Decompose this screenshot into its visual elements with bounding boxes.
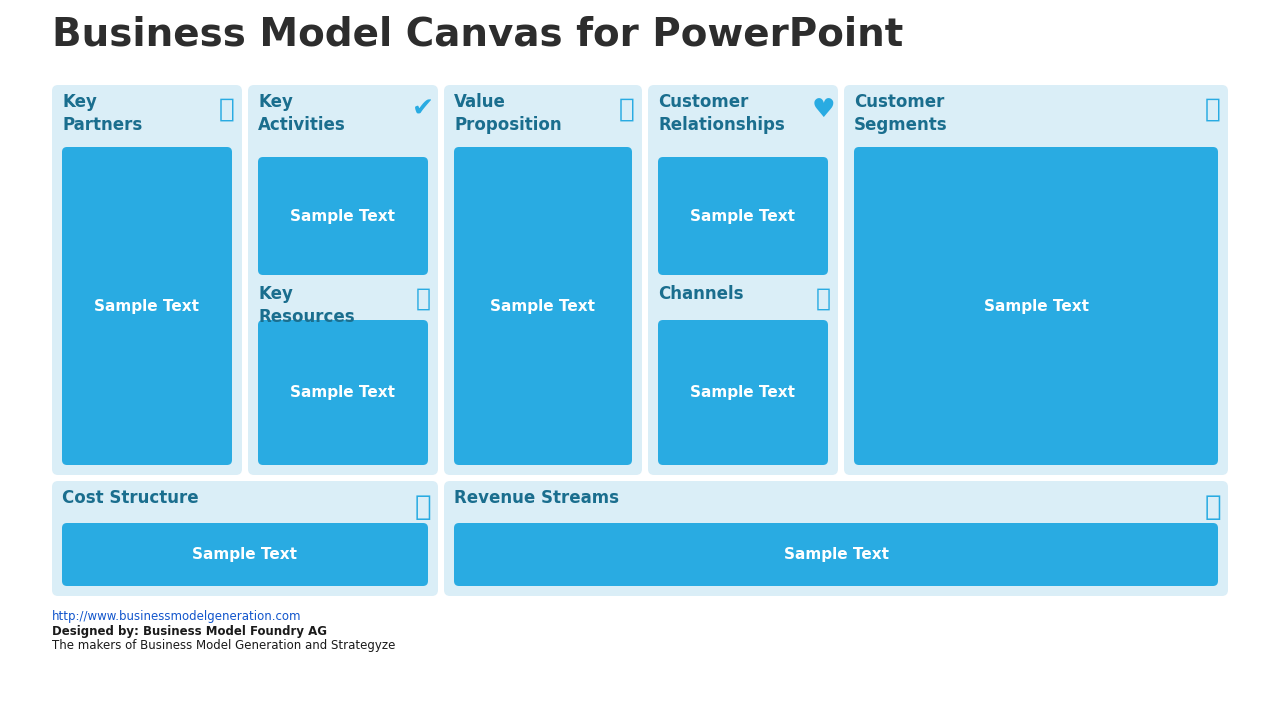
Text: Sample Text: Sample Text xyxy=(291,209,396,223)
FancyBboxPatch shape xyxy=(854,147,1219,465)
FancyBboxPatch shape xyxy=(658,320,828,465)
Text: ✔: ✔ xyxy=(412,97,434,123)
FancyBboxPatch shape xyxy=(444,85,643,475)
Text: 🚚: 🚚 xyxy=(815,287,831,311)
Text: The makers of Business Model Generation and Strategyze: The makers of Business Model Generation … xyxy=(52,639,396,652)
Text: Sample Text: Sample Text xyxy=(95,299,200,313)
FancyBboxPatch shape xyxy=(52,85,242,475)
Text: 👥: 👥 xyxy=(1204,97,1221,123)
FancyBboxPatch shape xyxy=(248,85,438,475)
FancyBboxPatch shape xyxy=(658,157,828,275)
FancyBboxPatch shape xyxy=(61,523,428,586)
FancyBboxPatch shape xyxy=(454,523,1219,586)
FancyBboxPatch shape xyxy=(52,481,438,596)
Text: Sample Text: Sample Text xyxy=(983,299,1088,313)
Text: Key
Partners: Key Partners xyxy=(61,93,142,134)
Text: Cost Structure: Cost Structure xyxy=(61,489,198,507)
Text: Sample Text: Sample Text xyxy=(690,209,795,223)
Text: ♥: ♥ xyxy=(812,97,835,123)
Text: 🔗: 🔗 xyxy=(219,97,236,123)
Text: Sample Text: Sample Text xyxy=(690,385,795,400)
Text: 🎁: 🎁 xyxy=(620,97,635,123)
Text: Designed by: Business Model Foundry AG: Designed by: Business Model Foundry AG xyxy=(52,625,326,638)
FancyBboxPatch shape xyxy=(454,147,632,465)
Text: Sample Text: Sample Text xyxy=(192,547,297,562)
Text: Value
Proposition: Value Proposition xyxy=(454,93,562,134)
FancyBboxPatch shape xyxy=(259,320,428,465)
Text: Sample Text: Sample Text xyxy=(783,547,888,562)
FancyBboxPatch shape xyxy=(844,85,1228,475)
Text: Key
Activities: Key Activities xyxy=(259,93,346,134)
Text: 👪: 👪 xyxy=(416,287,430,311)
Text: Customer
Relationships: Customer Relationships xyxy=(658,93,785,134)
FancyBboxPatch shape xyxy=(444,481,1228,596)
Text: 💰: 💰 xyxy=(1204,493,1221,521)
Text: Revenue Streams: Revenue Streams xyxy=(454,489,620,507)
Text: Sample Text: Sample Text xyxy=(490,299,595,313)
Text: Key
Resources: Key Resources xyxy=(259,285,355,326)
Text: Sample Text: Sample Text xyxy=(291,385,396,400)
Text: Customer
Segments: Customer Segments xyxy=(854,93,947,134)
FancyBboxPatch shape xyxy=(259,157,428,275)
FancyBboxPatch shape xyxy=(648,85,838,475)
FancyBboxPatch shape xyxy=(61,147,232,465)
Text: Business Model Canvas for PowerPoint: Business Model Canvas for PowerPoint xyxy=(52,15,904,53)
Text: http://www.businessmodelgeneration.com: http://www.businessmodelgeneration.com xyxy=(52,610,302,623)
Text: Channels: Channels xyxy=(658,285,744,303)
Text: 🏷: 🏷 xyxy=(415,493,431,521)
